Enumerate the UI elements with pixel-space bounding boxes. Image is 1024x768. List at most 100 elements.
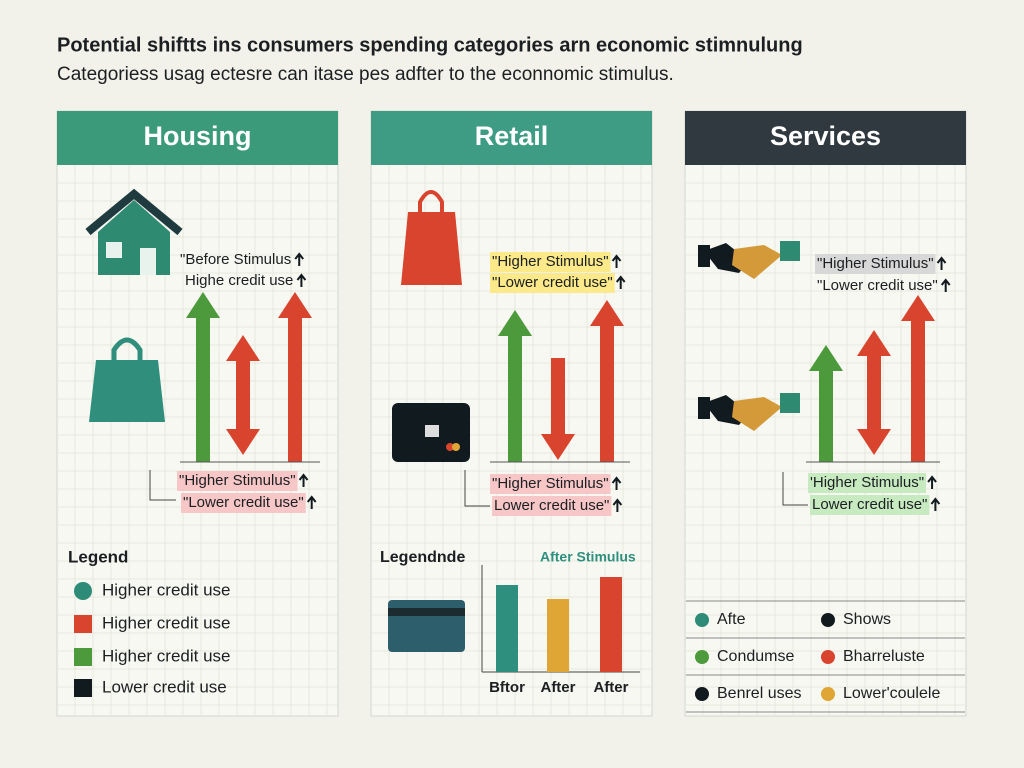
bar <box>496 585 518 672</box>
legend-label: Higher credit use <box>102 646 231 665</box>
label-highlight <box>490 273 615 293</box>
legend-swatch <box>695 613 709 627</box>
mini-chart-title: After Stimulus <box>540 549 636 565</box>
panel-header <box>57 111 338 165</box>
label: "Lower credit use" <box>183 494 304 511</box>
label-highlight <box>810 495 930 515</box>
panel-title: Housing <box>144 121 252 151</box>
legend-swatch <box>74 582 92 600</box>
arrow <box>590 300 624 462</box>
arrow <box>186 292 220 462</box>
arrow <box>901 295 935 462</box>
cuff <box>698 397 710 419</box>
legend-swatch <box>821 687 835 701</box>
category-label: Bftor <box>489 679 525 696</box>
bracket <box>149 470 176 501</box>
cuff <box>698 245 710 267</box>
cuff <box>780 241 800 261</box>
category-label: After <box>540 679 575 696</box>
house-window <box>106 242 122 258</box>
bracket <box>464 470 490 507</box>
handshake-icon <box>732 245 782 279</box>
bracket <box>782 472 808 506</box>
legend-title: Legend <box>68 547 128 566</box>
arrow <box>226 335 260 455</box>
legend-label: Higher credit use <box>102 580 231 599</box>
label-highlight <box>177 471 298 491</box>
legend-swatch <box>695 650 709 664</box>
card-logo <box>446 443 454 451</box>
legend-label: Afte <box>717 611 746 628</box>
label: Lower credit use" <box>494 497 609 514</box>
small-arrow <box>927 475 937 489</box>
panel-header <box>685 111 966 165</box>
legend-swatch <box>74 615 92 633</box>
card-icon <box>388 600 465 652</box>
label-highlight <box>492 496 612 516</box>
arrow <box>498 310 532 462</box>
small-arrow <box>611 476 622 490</box>
label-highlight <box>490 252 611 272</box>
legend-swatch <box>821 613 835 627</box>
label: Highe credit use <box>185 272 293 289</box>
card-logo <box>452 443 460 451</box>
arrow <box>857 330 891 455</box>
panel-title: Retail <box>475 121 549 151</box>
briefcase-clasp <box>425 425 439 437</box>
small-arrow <box>930 497 941 511</box>
bag-handle <box>418 190 444 214</box>
label: "Lower credit use" <box>492 274 613 291</box>
small-arrow <box>306 495 317 509</box>
arrow <box>541 358 575 460</box>
small-arrow <box>612 498 623 512</box>
label-highlight <box>490 474 611 494</box>
legend-swatch <box>695 687 709 701</box>
small-arrow <box>940 278 951 292</box>
legend-label: Lower credit use <box>102 677 227 696</box>
label: Lower credit use" <box>812 496 927 513</box>
handshake-icon <box>732 397 782 431</box>
legend-swatch <box>74 679 92 697</box>
small-arrow <box>296 273 307 287</box>
label: "Before Stimulus <box>180 251 291 268</box>
label: "Higher Stimulus" <box>179 472 296 489</box>
bag-handle <box>111 337 143 362</box>
page-subtitle: Categoriess usag ectesre can itase pes a… <box>57 64 674 85</box>
label: "Lower credit use" <box>817 277 938 294</box>
panel-title: Services <box>770 121 881 151</box>
legend-swatch <box>821 650 835 664</box>
house-door <box>140 248 156 275</box>
legend-label: Condumse <box>717 648 794 665</box>
legend-label: Shows <box>843 611 891 628</box>
label: 'Higher Stimulus" <box>810 474 924 491</box>
house-roof <box>85 188 183 236</box>
legend-label: Higher credit use <box>102 613 231 632</box>
label-highlight <box>181 493 306 513</box>
cuff <box>780 393 800 413</box>
page-title: Potential shiftts ins consumers spending… <box>57 34 803 56</box>
legend-label: Lower'coulele <box>843 685 940 702</box>
small-arrow <box>615 275 626 289</box>
label: "Higher Stimulus" <box>817 255 934 272</box>
small-arrow <box>294 252 304 266</box>
bar <box>547 599 569 672</box>
label: "Higher Stimulus" <box>492 475 609 492</box>
legend-swatch <box>74 648 92 666</box>
legend-label: Bharreluste <box>843 648 925 665</box>
bar <box>600 577 622 672</box>
category-label: After <box>593 679 628 696</box>
bag-icon <box>401 212 462 285</box>
label: "Higher Stimulus" <box>492 253 609 270</box>
small-arrow <box>611 254 622 268</box>
label-highlight <box>815 254 936 274</box>
arrow <box>809 345 843 462</box>
arrow <box>278 292 312 462</box>
label-highlight <box>808 473 927 493</box>
card-stripe <box>388 608 465 616</box>
small-arrow <box>298 473 309 487</box>
bag-icon <box>89 360 165 422</box>
legend-label: Benrel uses <box>717 685 802 702</box>
panel-header <box>371 111 652 165</box>
